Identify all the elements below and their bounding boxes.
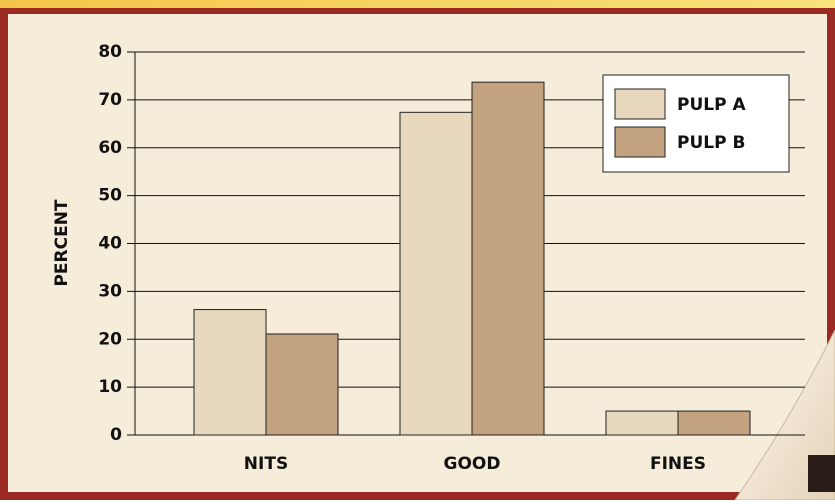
y-tick-label: 20 <box>98 329 122 349</box>
y-tick-label: 0 <box>110 425 122 445</box>
bar <box>265 333 339 436</box>
legend-swatch <box>614 88 666 120</box>
y-tick-label: 70 <box>98 90 122 110</box>
x-tick-label: FINES <box>650 454 706 474</box>
y-tick-label: 10 <box>98 377 122 397</box>
bar <box>471 81 545 436</box>
legend-label: PULP B <box>677 133 745 153</box>
x-tick-label: GOOD <box>444 454 501 474</box>
y-axis-label: PERCENT <box>52 199 72 286</box>
bar <box>677 410 751 436</box>
x-tick-label: NITS <box>244 454 288 474</box>
y-tick-label: 30 <box>98 281 122 301</box>
y-tick-label: 40 <box>98 234 122 254</box>
bar <box>399 111 473 436</box>
legend-swatch <box>614 126 666 158</box>
y-tick-label: 50 <box>98 186 122 206</box>
y-tick-label: 60 <box>98 138 122 158</box>
bar <box>193 309 267 436</box>
curl-image <box>808 455 835 492</box>
top-band <box>0 0 835 8</box>
bar <box>605 410 679 436</box>
legend-label: PULP A <box>677 95 746 115</box>
y-tick-label: 80 <box>98 42 122 62</box>
